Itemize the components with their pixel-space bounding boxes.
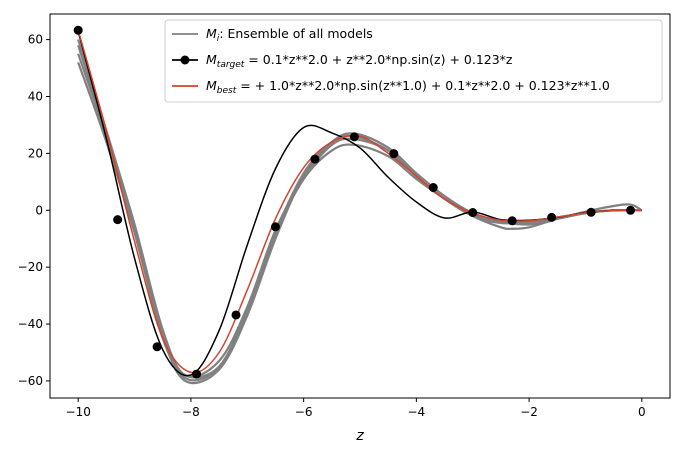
y-tick-label: −60 [18, 374, 43, 388]
y-tick-label: 40 [28, 89, 43, 103]
best-model-line [77, 30, 642, 374]
target-data-point [507, 216, 517, 226]
target-data-point [626, 205, 636, 215]
legend-swatch-marker [180, 55, 190, 65]
y-tick-label: 0 [35, 203, 43, 217]
x-tick-label: −2 [520, 405, 538, 419]
legend-entry: Mtarget = 0.1*z**2.0 + z**2.0*np.sin(z) … [172, 52, 513, 70]
y-tick-label: −40 [18, 317, 43, 331]
target-data-point [73, 25, 83, 35]
target-data-point [231, 310, 241, 320]
target-data-point [586, 207, 596, 217]
target-data-point [310, 154, 320, 164]
target-data-point [192, 369, 202, 379]
y-tick-label: 20 [28, 146, 43, 160]
target-data-point [152, 342, 162, 352]
plot-lines [77, 30, 643, 385]
x-tick-label: −4 [408, 405, 426, 419]
x-tick-label: −6 [295, 405, 313, 419]
legend-entry: Mbest = + 1.0*z**2.0*np.sin(z**1.0) + 0.… [172, 78, 610, 96]
axes-frame [49, 13, 671, 399]
legend-label: Mbest = + 1.0*z**2.0*np.sin(z**1.0) + 0.… [206, 78, 610, 96]
target-data-point [113, 215, 123, 225]
target-data-point [389, 149, 399, 159]
x-tick-label: −8 [182, 405, 200, 419]
legend-box [164, 19, 663, 103]
ensemble-model-line-4 [77, 44, 642, 382]
y-tick-label: −20 [18, 260, 43, 274]
legend-label: Mi: Ensemble of all models [206, 26, 373, 44]
target-markers [73, 25, 636, 379]
x-tick-label: −10 [66, 405, 91, 419]
x-axis-label: z [355, 428, 364, 444]
target-data-point [547, 212, 557, 222]
x-tick-label: 0 [638, 405, 646, 419]
legend-entry: Mi: Ensemble of all models [172, 26, 373, 44]
target-data-point [270, 222, 280, 232]
y-axis-ticks: −60 −40 −20 0 20 40 60 [18, 33, 50, 388]
target-data-point [468, 208, 478, 218]
y-tick-label: 60 [28, 33, 43, 47]
target-data-point [428, 183, 438, 193]
x-axis-ticks: −10 −8 −6 −4 −2 0 [66, 398, 646, 419]
target-data-point [349, 132, 359, 142]
legend: Mi: Ensemble of all models Mtarget = 0.1*… [164, 19, 663, 103]
legend-label: Mtarget = 0.1*z**2.0 + z**2.0*np.sin(z) … [206, 52, 513, 70]
